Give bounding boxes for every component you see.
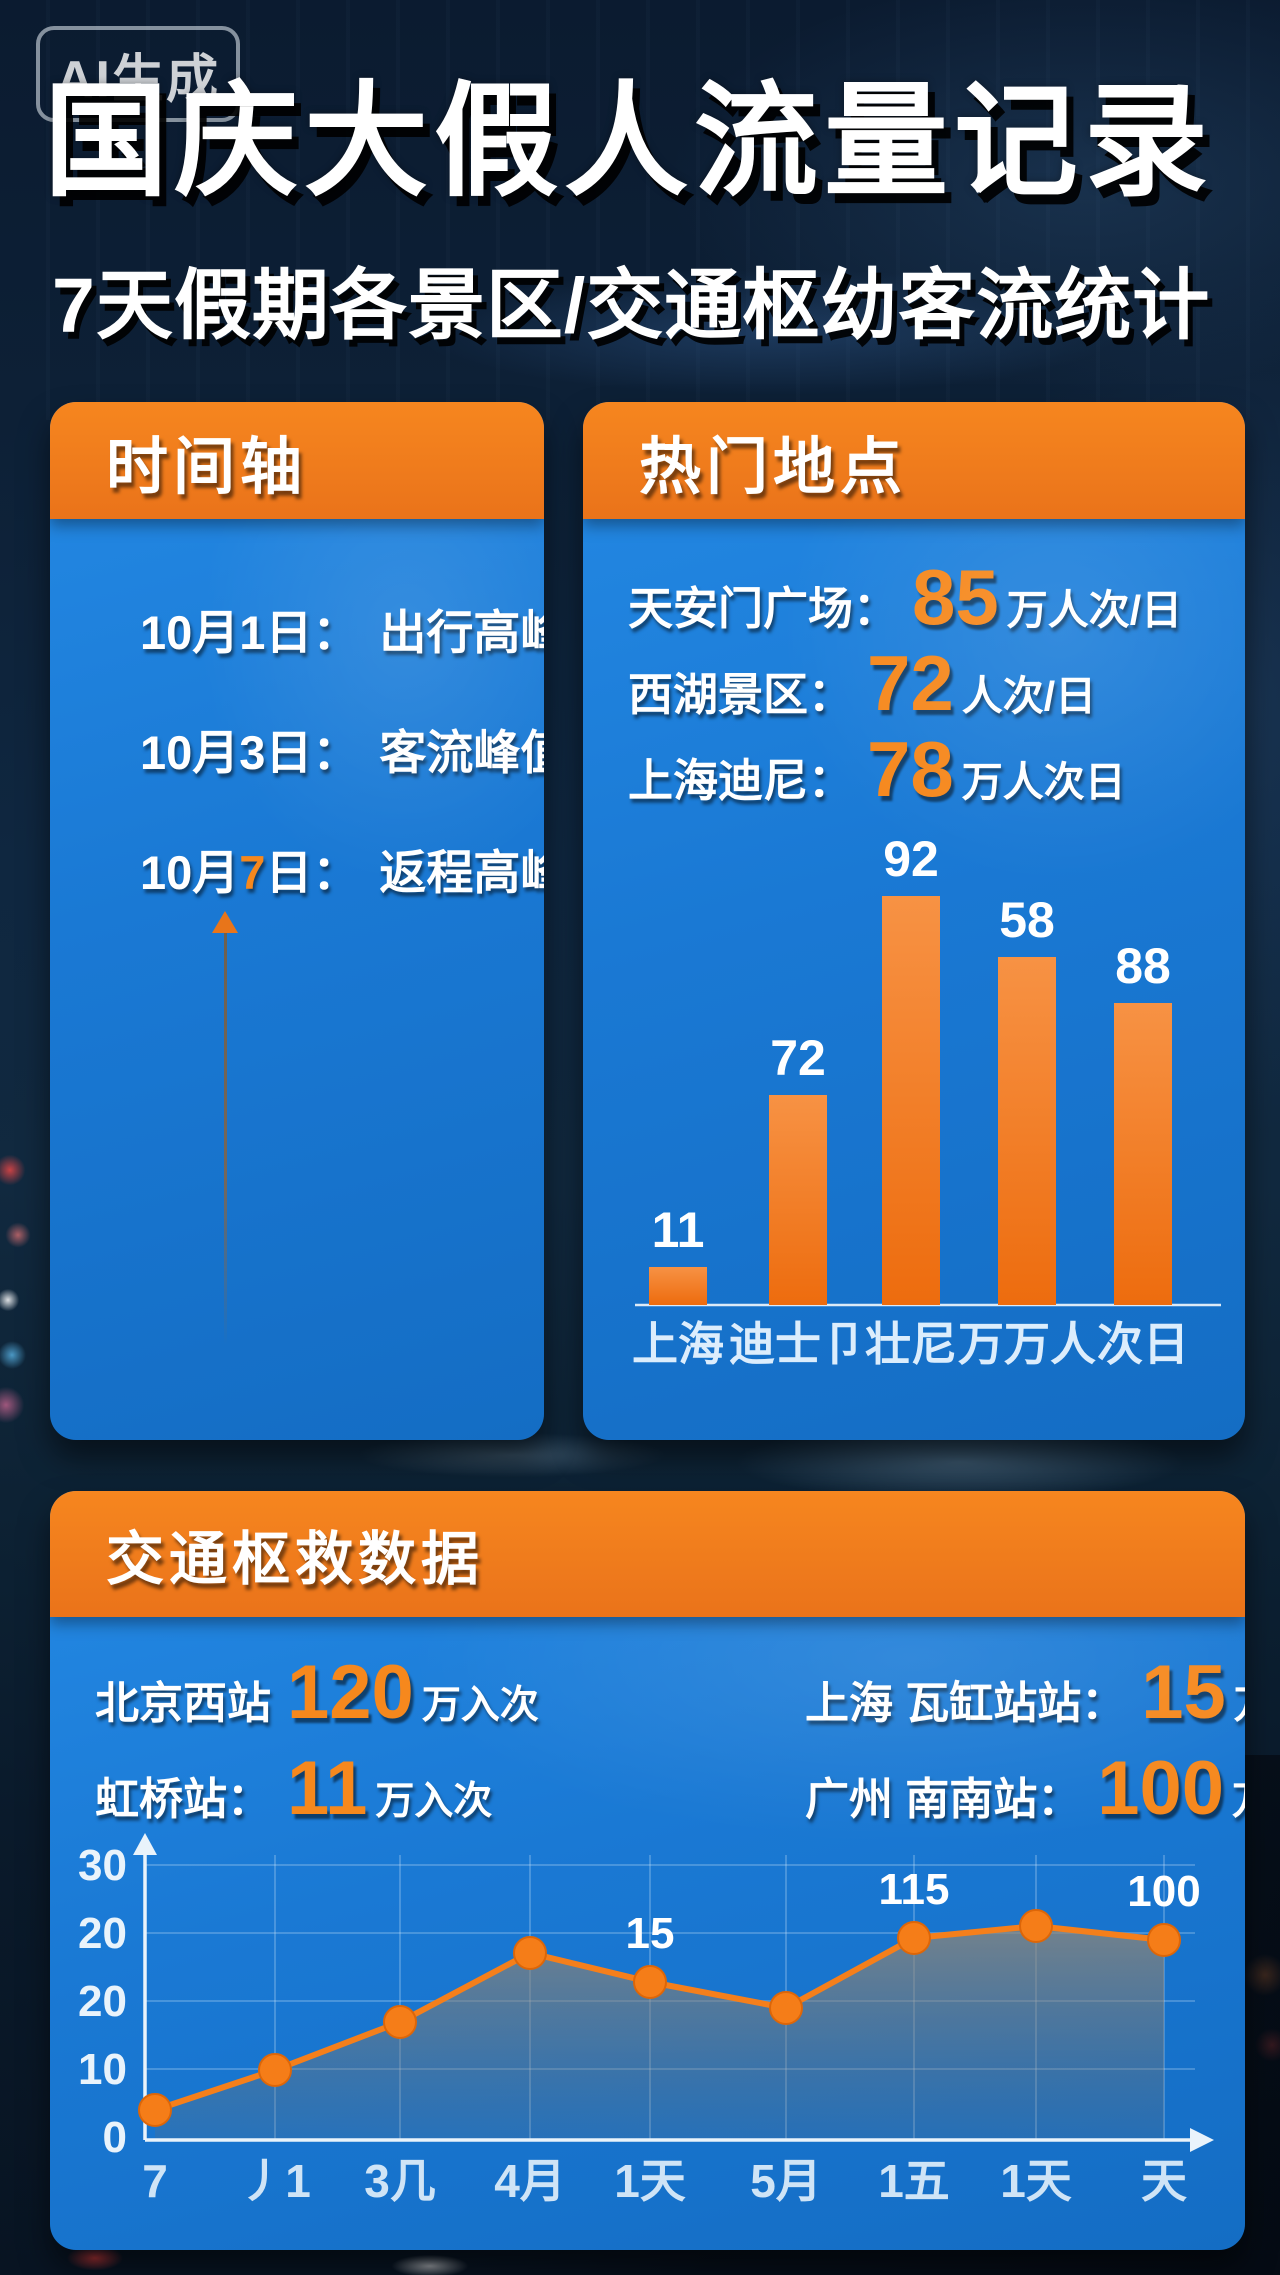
svg-text:5月: 5月 [750, 2155, 822, 2207]
hotspot-stat-label: 上海迪尼： [628, 755, 854, 806]
timeline-arrow-up-icon [212, 911, 238, 933]
timeline-item-1-sep: 日： [265, 606, 360, 659]
timeline-item-1-month: 10月 [140, 606, 240, 659]
traffic-stat-shanghai: 上海 瓦缸站站： 15 万入次 [805, 1650, 1245, 1735]
timeline-axis-line [224, 933, 227, 1345]
hotspots-card-title: 热门地点 [639, 432, 908, 502]
svg-text:0: 0 [103, 2113, 127, 2162]
timeline-card-title: 时间轴 [106, 432, 308, 502]
traffic-stat-value: 11 [287, 1746, 368, 1831]
timeline-item-1-label: 出行高峰 [379, 606, 544, 659]
timeline-item-3-sep: 日： [265, 846, 360, 899]
svg-text:15: 15 [626, 1909, 675, 1958]
svg-text:3几: 3几 [364, 2155, 436, 2207]
timeline-item-2-day: 3 [239, 726, 266, 779]
svg-text:次日: 次日 [1097, 1318, 1189, 1370]
traffic-card-header: 交通枢救数据 [50, 1491, 1245, 1617]
hotspot-stat-label: 天安门广场： [628, 583, 899, 634]
svg-text:1天: 1天 [614, 2155, 686, 2207]
svg-text:92: 92 [883, 831, 939, 887]
svg-text:万万人: 万万人 [958, 1318, 1096, 1370]
hotspot-stat-disney: 上海迪尼： 78 万人次日 [628, 725, 1126, 813]
timeline-item-3-day: 7 [239, 846, 266, 899]
ai-generated-badge: AI生成 [36, 26, 240, 122]
svg-text:88: 88 [1115, 938, 1171, 994]
svg-text:72: 72 [770, 1030, 826, 1086]
hotspots-card: 热门地点 天安门广场： 85 万人次/日 西湖景区： 72 人次/日 上海迪尼：… [583, 402, 1245, 1440]
timeline-card-header: 时间轴 [50, 402, 544, 519]
svg-text:10: 10 [78, 2045, 127, 2094]
traffic-stat-unit: 万入次 [1234, 1674, 1245, 1730]
traffic-stat-guangzhounan: 广州 南南站： 100 万入次 [805, 1746, 1245, 1831]
svg-text:4月: 4月 [494, 2155, 566, 2207]
hotspot-stat-value: 78 [867, 725, 954, 813]
svg-text:58: 58 [999, 892, 1055, 948]
timeline-item-3-month: 10月 [140, 846, 240, 899]
svg-text:迪士卩: 迪士卩 [729, 1318, 867, 1370]
timeline-item-3: 10月7日： 返程高峰 [140, 834, 544, 903]
hotspots-card-header: 热门地点 [583, 402, 1245, 519]
svg-text:11: 11 [652, 1202, 705, 1258]
traffic-card: 交通枢救数据 北京西站 120 万入次 上海 瓦缸站站： 15 万入次 虹桥站：… [50, 1491, 1245, 2250]
hotspot-stat-label: 西湖景区： [628, 669, 854, 720]
timeline-item-3-label: 返程高峰 [379, 846, 544, 899]
traffic-stat-label: 虹桥站： [95, 1775, 271, 1824]
svg-text:20: 20 [78, 1909, 127, 1958]
svg-text:115: 115 [879, 1865, 950, 1914]
traffic-stat-value: 120 [287, 1650, 414, 1735]
ai-generated-badge-label: AI生成 [55, 50, 220, 109]
hotspot-stat-unit: 人次/日 [961, 673, 1097, 719]
svg-text:天: 天 [1141, 2155, 1187, 2207]
traffic-stat-label: 上海 瓦缸站站： [805, 1679, 1126, 1728]
hotspot-stat-westlake: 西湖景区： 72 人次/日 [628, 639, 1097, 727]
timeline-item-2-label: 客流峰值 [379, 726, 544, 779]
traffic-stat-beijingxi: 北京西站 120 万入次 [95, 1650, 539, 1735]
svg-text:20: 20 [78, 1977, 127, 2026]
traffic-stat-label: 广州 南南站： [805, 1775, 1082, 1824]
timeline-card: 时间轴 10月1日： 出行高峰 10月3日： 客流峰值 10月7日： 返程高峰 [50, 402, 544, 1440]
traffic-stat-value: 15 [1141, 1650, 1226, 1735]
traffic-stat-hongqiao: 虹桥站： 11 万入次 [95, 1746, 493, 1831]
traffic-stat-unit: 万入次 [375, 1780, 493, 1823]
svg-text:100: 100 [1127, 1867, 1200, 1916]
svg-text:壮尼: 壮尼 [865, 1318, 957, 1370]
timeline-item-2-month: 10月 [140, 726, 240, 779]
hotspot-stat-unit: 万人次/日 [1006, 587, 1183, 633]
svg-text:上海: 上海 [632, 1318, 724, 1370]
traffic-stat-value: 100 [1097, 1746, 1225, 1831]
svg-text:1五: 1五 [878, 2155, 950, 2207]
timeline-axis [210, 911, 240, 1361]
page-title: 国庆大假人流量记录 [44, 73, 1215, 211]
hotspot-stat-value: 85 [912, 553, 999, 641]
timeline-item-1: 10月1日： 出行高峰 [140, 594, 544, 663]
traffic-stat-label: 北京西站 [95, 1679, 271, 1728]
svg-text:1天: 1天 [1000, 2155, 1072, 2207]
timeline-item-1-day: 1 [239, 606, 266, 659]
hotspot-stat-unit: 万人次日 [961, 759, 1126, 805]
hotspot-stat-value: 72 [867, 639, 954, 727]
hotspot-stat-tiananmen: 天安门广场： 85 万人次/日 [628, 553, 1183, 641]
traffic-card-title: 交通枢救数据 [106, 1527, 485, 1592]
svg-text:30: 30 [78, 1841, 127, 1890]
traffic-stat-unit: 万入次 [421, 1684, 539, 1727]
page-subtitle: 7天假期各景区/交通枢幼客流统计 [52, 263, 1211, 349]
timeline-item-2-sep: 日： [265, 726, 360, 779]
timeline-item-2: 10月3日： 客流峰值 [140, 714, 544, 783]
traffic-stat-unit: 万入次 [1232, 1770, 1245, 1826]
svg-text:7: 7 [142, 2155, 168, 2207]
svg-text:丿1: 丿1 [239, 2155, 311, 2207]
